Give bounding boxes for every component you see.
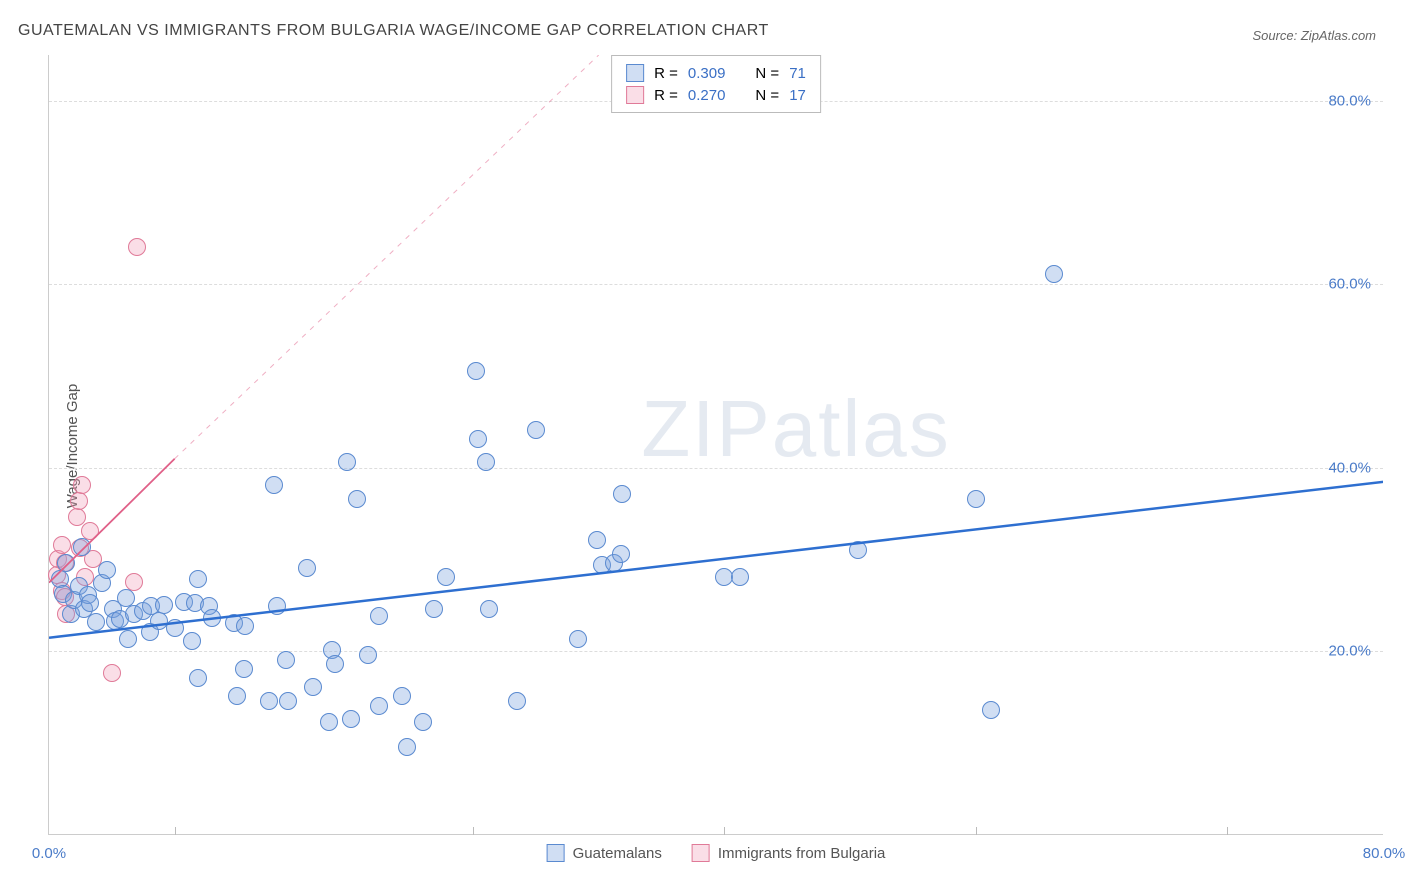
regression-line-b-dashed: [175, 55, 599, 459]
scatter-point: [425, 600, 443, 618]
scatter-point: [73, 538, 91, 556]
regression-line-a: [49, 482, 1383, 638]
scatter-point: [279, 692, 297, 710]
scatter-point: [348, 490, 366, 508]
legend-bottom-swatch-a: [547, 844, 565, 862]
scatter-point: [98, 561, 116, 579]
scatter-point: [236, 617, 254, 635]
scatter-point: [260, 692, 278, 710]
watermark-bold: ZIP: [641, 384, 771, 473]
scatter-point: [128, 238, 146, 256]
legend-n-label: N =: [755, 87, 779, 104]
scatter-point: [393, 687, 411, 705]
x-tick-mark: [976, 827, 977, 835]
chart-title: GUATEMALAN VS IMMIGRANTS FROM BULGARIA W…: [18, 22, 769, 40]
scatter-point: [967, 490, 985, 508]
scatter-point: [370, 607, 388, 625]
watermark: ZIPatlas: [641, 383, 950, 475]
scatter-point: [477, 453, 495, 471]
scatter-point: [81, 594, 99, 612]
scatter-point: [57, 554, 75, 572]
grid-horizontal: [49, 651, 1383, 652]
scatter-point: [70, 492, 88, 510]
scatter-point: [342, 710, 360, 728]
scatter-point: [125, 573, 143, 591]
scatter-point: [189, 669, 207, 687]
scatter-point: [982, 701, 1000, 719]
legend-item-a: Guatemalans: [547, 844, 662, 862]
legend-row-series-b: R = 0.270 N = 17: [626, 84, 806, 106]
scatter-point: [414, 713, 432, 731]
x-end-label: 80.0%: [1363, 845, 1406, 862]
scatter-point: [203, 609, 221, 627]
legend-r-value-a: 0.309: [688, 65, 726, 82]
scatter-point: [265, 476, 283, 494]
scatter-point: [569, 630, 587, 648]
y-tick-label: 40.0%: [1328, 459, 1371, 476]
scatter-point: [304, 678, 322, 696]
scatter-point: [338, 453, 356, 471]
scatter-point: [613, 485, 631, 503]
scatter-point: [277, 651, 295, 669]
scatter-point: [235, 660, 253, 678]
legend-r-label: R =: [654, 65, 678, 82]
scatter-point: [437, 568, 455, 586]
watermark-light: atlas: [772, 384, 951, 473]
scatter-point: [183, 632, 201, 650]
scatter-point: [189, 570, 207, 588]
legend-r-value-b: 0.270: [688, 87, 726, 104]
x-tick-mark: [1227, 827, 1228, 835]
scatter-point: [370, 697, 388, 715]
scatter-point: [166, 619, 184, 637]
scatter-point: [731, 568, 749, 586]
scatter-point: [53, 536, 71, 554]
legend-series-b-label: Immigrants from Bulgaria: [718, 845, 886, 862]
scatter-point: [508, 692, 526, 710]
y-tick-label: 60.0%: [1328, 276, 1371, 293]
legend-r-label: R =: [654, 87, 678, 104]
y-tick-label: 80.0%: [1328, 92, 1371, 109]
scatter-point: [268, 597, 286, 615]
scatter-point: [87, 613, 105, 631]
scatter-point: [320, 713, 338, 731]
scatter-point: [326, 655, 344, 673]
scatter-point: [73, 476, 91, 494]
grid-horizontal: [49, 284, 1383, 285]
scatter-point: [359, 646, 377, 664]
plot-area: ZIPatlas R = 0.309 N = 71 R = 0.270 N = …: [48, 55, 1383, 835]
y-tick-label: 20.0%: [1328, 643, 1371, 660]
scatter-point: [612, 545, 630, 563]
scatter-point: [398, 738, 416, 756]
x-tick-mark: [724, 827, 725, 835]
legend-series-box: Guatemalans Immigrants from Bulgaria: [547, 844, 886, 862]
scatter-point: [1045, 265, 1063, 283]
trendlines-layer: [49, 55, 1383, 834]
legend-row-series-a: R = 0.309 N = 71: [626, 62, 806, 84]
scatter-point: [588, 531, 606, 549]
scatter-point: [849, 541, 867, 559]
grid-horizontal: [49, 468, 1383, 469]
legend-correlation-box: R = 0.309 N = 71 R = 0.270 N = 17: [611, 55, 821, 113]
legend-n-value-a: 71: [789, 65, 806, 82]
legend-swatch-b: [626, 86, 644, 104]
scatter-point: [480, 600, 498, 618]
scatter-point: [469, 430, 487, 448]
legend-bottom-swatch-b: [692, 844, 710, 862]
scatter-point: [527, 421, 545, 439]
legend-n-value-b: 17: [789, 87, 806, 104]
x-tick-mark: [473, 827, 474, 835]
scatter-point: [228, 687, 246, 705]
scatter-point: [119, 630, 137, 648]
scatter-point: [467, 362, 485, 380]
scatter-point: [155, 596, 173, 614]
x-tick-mark: [175, 827, 176, 835]
legend-swatch-a: [626, 64, 644, 82]
scatter-point: [103, 664, 121, 682]
legend-item-b: Immigrants from Bulgaria: [692, 844, 886, 862]
x-origin-label: 0.0%: [32, 845, 66, 862]
legend-n-label: N =: [755, 65, 779, 82]
legend-series-a-label: Guatemalans: [573, 845, 662, 862]
source-attribution: Source: ZipAtlas.com: [1252, 28, 1376, 43]
scatter-point: [298, 559, 316, 577]
